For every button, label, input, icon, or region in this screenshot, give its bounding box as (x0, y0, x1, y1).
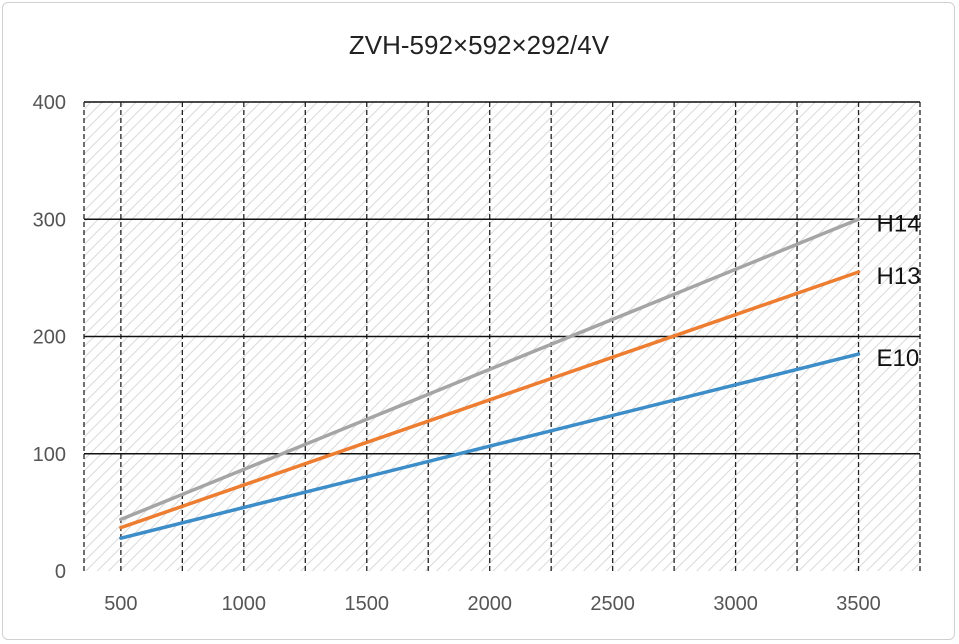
y-tick-label: 300 (33, 209, 66, 231)
chart-title: ZVH-592×592×292/4V (349, 30, 610, 60)
y-tick-label: 200 (33, 327, 66, 349)
series-line-h13 (119, 270, 861, 530)
series-line-e10 (119, 352, 861, 540)
y-axis-ticks: 0 100 200 300 400 (33, 92, 66, 583)
x-tick-label: 3500 (836, 593, 881, 615)
series-line-h14 (119, 217, 861, 522)
x-tick-label: 1000 (222, 593, 267, 615)
series-lines (119, 217, 861, 540)
y-tick-label: 0 (55, 561, 66, 583)
x-tick-label: 500 (104, 593, 137, 615)
series-label-e10: E10 (877, 345, 920, 372)
x-axis-ticks: 500 1000 1500 2000 2500 3000 3500 (104, 593, 881, 615)
y-tick-label: 100 (33, 444, 66, 466)
x-tick-label: 3000 (713, 593, 758, 615)
series-label-h14: H14 (877, 210, 921, 237)
series-label-h13: H13 (877, 263, 921, 290)
x-tick-label: 2000 (467, 593, 512, 615)
series-labels: H14 H13 E10 (877, 210, 921, 372)
grid-lines (83, 101, 921, 571)
x-tick-label: 2500 (590, 593, 635, 615)
y-tick-label: 400 (33, 92, 66, 114)
x-tick-label: 1500 (345, 593, 390, 615)
